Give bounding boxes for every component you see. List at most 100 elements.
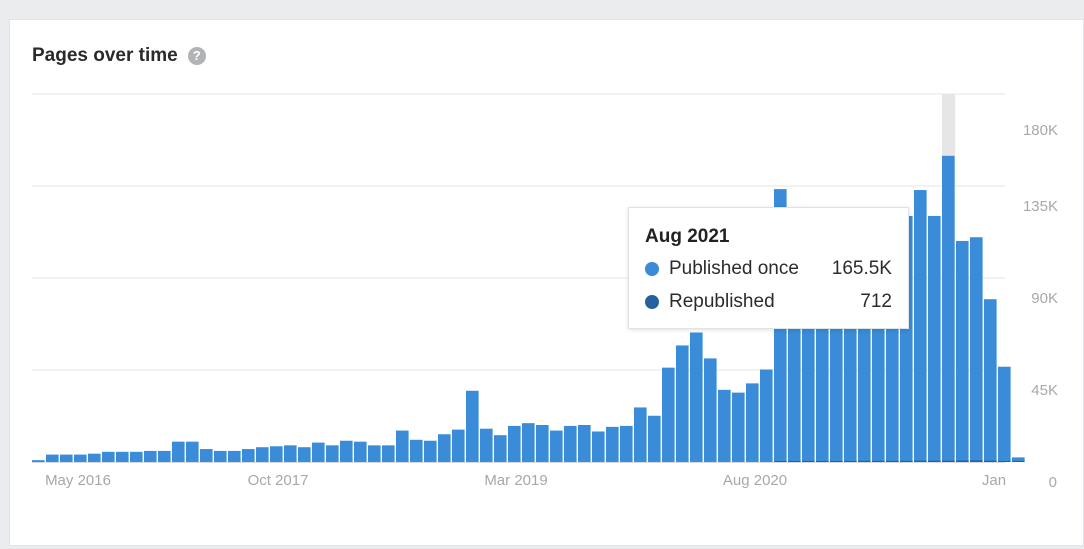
- x-tick-label: May 2016: [45, 472, 111, 489]
- bar-published-once[interactable]: [228, 450, 241, 462]
- grid-lines: [32, 93, 1005, 463]
- bar-republished[interactable]: [816, 461, 829, 462]
- bar-republished[interactable]: [830, 461, 843, 462]
- bar-published-once[interactable]: [494, 435, 507, 462]
- y-tick-label: 45K: [1031, 382, 1058, 399]
- bar-published-once[interactable]: [396, 430, 409, 462]
- bar-published-once[interactable]: [242, 449, 255, 462]
- bar-published-once[interactable]: [46, 454, 59, 462]
- bar-published-once[interactable]: [662, 367, 675, 462]
- bar-republished[interactable]: [774, 461, 787, 462]
- bar-published-once[interactable]: [452, 429, 465, 462]
- x-tick-label: Mar 2019: [484, 472, 547, 489]
- bar-published-once[interactable]: [368, 445, 381, 462]
- bar-published-once[interactable]: [88, 453, 101, 462]
- bar-published-once[interactable]: [144, 450, 157, 462]
- bar-republished[interactable]: [858, 460, 871, 462]
- bar-published-once[interactable]: [732, 392, 745, 462]
- bar-published-once[interactable]: [466, 390, 479, 462]
- bar-republished[interactable]: [844, 461, 857, 462]
- bar-published-once[interactable]: [676, 345, 689, 462]
- republished-dot-icon: [645, 295, 659, 309]
- tooltip-label: Published once: [669, 258, 799, 279]
- tooltip-value: 712: [860, 291, 892, 312]
- bar-published-once[interactable]: [60, 454, 73, 462]
- tooltip-label: Republished: [669, 291, 775, 312]
- help-icon[interactable]: ?: [187, 47, 206, 65]
- bar-published-once[interactable]: [578, 425, 591, 462]
- bar-published-once[interactable]: [536, 425, 549, 462]
- bar-republished[interactable]: [970, 460, 983, 462]
- bar-published-once[interactable]: [942, 155, 955, 462]
- axis-labels: May 2016 Oct 2017 Mar 2019 Aug 2020 Jan 0 45K 9…: [45, 122, 1058, 491]
- y-tick-label: 180K: [1023, 122, 1058, 139]
- bar-republished[interactable]: [956, 460, 969, 462]
- bar-published-once[interactable]: [690, 332, 703, 463]
- bar-published-once[interactable]: [928, 215, 941, 462]
- bar-published-once[interactable]: [480, 428, 493, 462]
- bar-republished[interactable]: [872, 460, 885, 462]
- bar-republished[interactable]: [788, 461, 801, 462]
- bar-published-once[interactable]: [634, 407, 647, 462]
- card-header: Pages over time ?: [32, 45, 206, 67]
- bar-published-once[interactable]: [256, 447, 269, 462]
- bar-published-once[interactable]: [326, 445, 339, 462]
- published-once-dot-icon: [645, 262, 659, 276]
- bar-published-once[interactable]: [410, 439, 423, 462]
- bar-republished[interactable]: [886, 460, 899, 462]
- bar-published-once[interactable]: [592, 431, 605, 462]
- bar-published-once[interactable]: [130, 451, 143, 462]
- bar-published-once[interactable]: [382, 445, 395, 462]
- card-title: Pages over time: [32, 45, 178, 66]
- bar-published-once[interactable]: [998, 366, 1011, 462]
- bar-published-once[interactable]: [340, 440, 353, 462]
- bar-republished[interactable]: [1012, 461, 1025, 462]
- bar-republished[interactable]: [928, 460, 941, 462]
- bar-published-once[interactable]: [606, 426, 619, 462]
- bar-published-once[interactable]: [914, 190, 927, 463]
- bar-published-once[interactable]: [214, 450, 227, 462]
- bar-published-once[interactable]: [984, 299, 997, 462]
- bar-published-once[interactable]: [200, 449, 213, 462]
- bar-published-once[interactable]: [564, 425, 577, 462]
- bar-published-once[interactable]: [704, 358, 717, 462]
- bar-published-once[interactable]: [284, 445, 297, 462]
- bar-published-once[interactable]: [102, 451, 115, 462]
- bar-published-once[interactable]: [354, 441, 367, 462]
- bar-published-once[interactable]: [424, 440, 437, 462]
- bar-republished[interactable]: [998, 461, 1011, 462]
- bar-published-once[interactable]: [522, 423, 535, 462]
- bar-republished[interactable]: [900, 460, 913, 462]
- bar-published-once[interactable]: [438, 434, 451, 462]
- bar-published-once[interactable]: [116, 451, 129, 462]
- bar-published-once[interactable]: [172, 441, 185, 462]
- bar-published-once[interactable]: [648, 415, 661, 462]
- bar-published-once[interactable]: [760, 369, 773, 463]
- bar-published-once[interactable]: [270, 446, 283, 462]
- bar-republished[interactable]: [984, 460, 997, 462]
- bar-published-once[interactable]: [298, 447, 311, 462]
- bar-published-once[interactable]: [186, 441, 199, 462]
- x-tick-label: Aug 2020: [723, 472, 787, 489]
- bar-published-once[interactable]: [550, 430, 563, 462]
- x-tick-label: Oct 2017: [248, 472, 309, 489]
- y-tick-label: 90K: [1031, 290, 1058, 307]
- bar-published-once[interactable]: [1012, 457, 1025, 462]
- bar-published-once[interactable]: [74, 454, 87, 462]
- tooltip-date: Aug 2021: [645, 226, 730, 247]
- bar-republished[interactable]: [914, 460, 927, 462]
- tooltip-value: 165.5K: [831, 258, 892, 279]
- bar-published-once[interactable]: [620, 425, 633, 462]
- bar-published-once[interactable]: [158, 450, 171, 462]
- bar-published-once[interactable]: [970, 237, 983, 462]
- bar-published-once[interactable]: [312, 442, 325, 462]
- chart-tooltip: Aug 2021 Published once 165.5K Republish…: [628, 207, 909, 329]
- bar-published-once[interactable]: [718, 389, 731, 462]
- bar-published-once[interactable]: [32, 460, 45, 462]
- bar-published-once[interactable]: [508, 425, 521, 462]
- bar-published-once[interactable]: [746, 383, 759, 462]
- bar-republished[interactable]: [942, 460, 955, 462]
- bar-republished[interactable]: [802, 461, 815, 462]
- bar-published-once[interactable]: [956, 240, 969, 462]
